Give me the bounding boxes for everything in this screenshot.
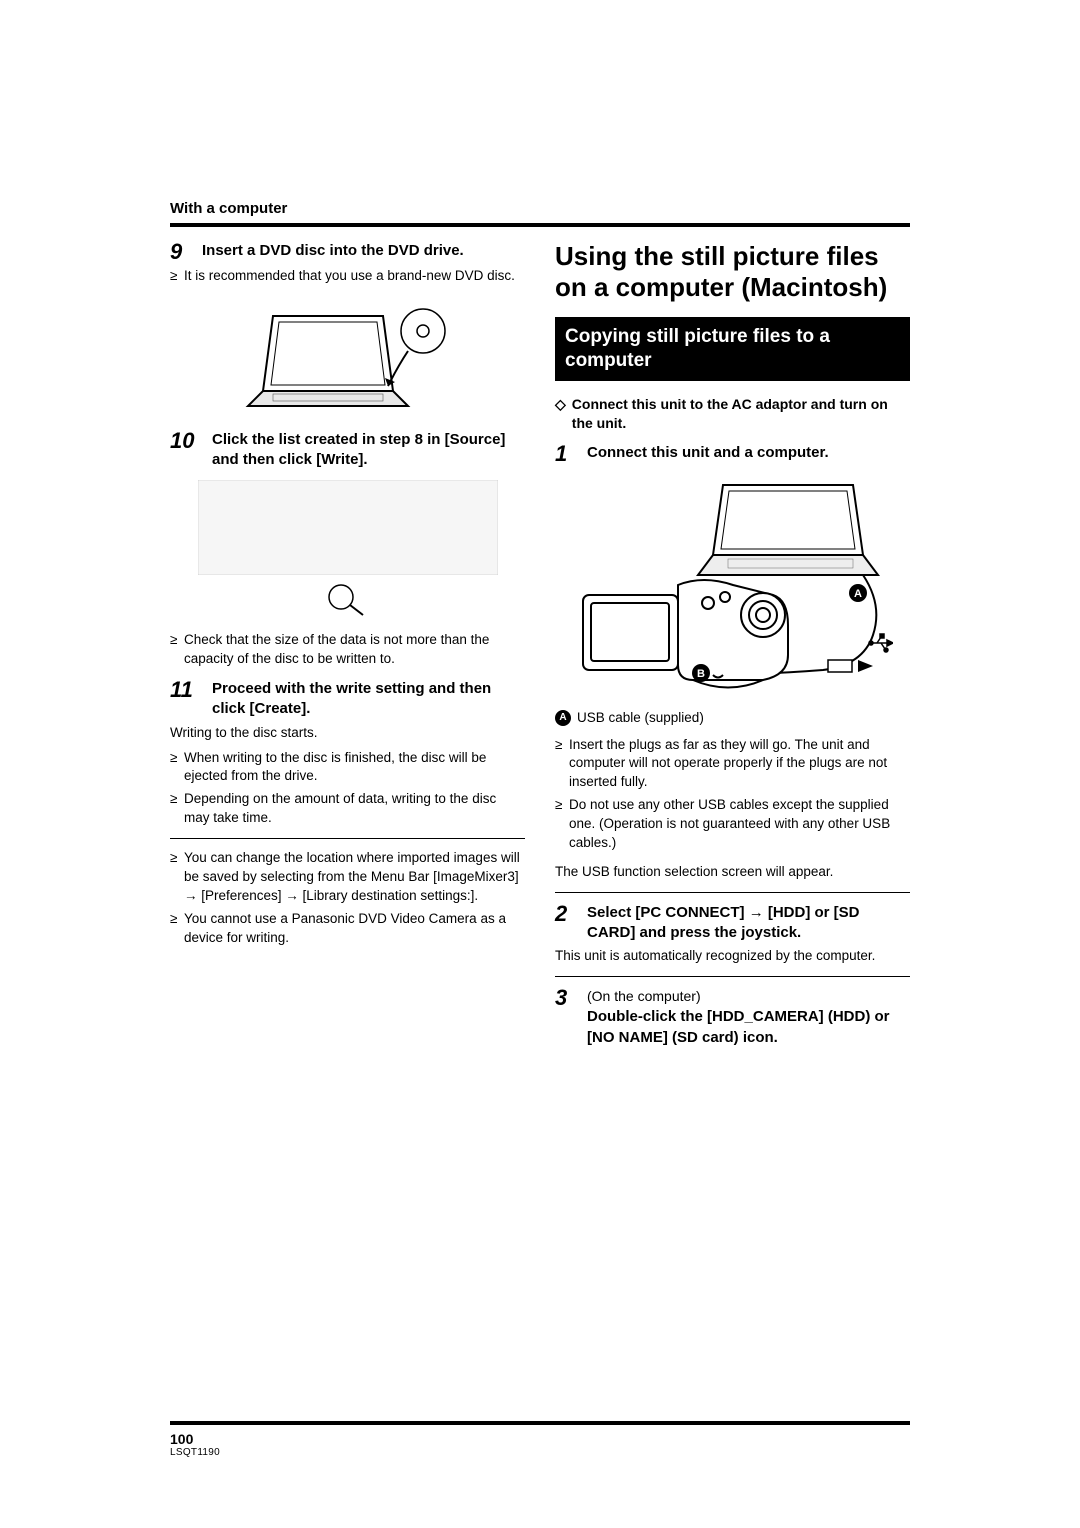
page-footer: 100 LSQT1190 [170,1421,910,1458]
step-11-number: 11 [170,679,204,701]
right-column: Using the still picture files on a compu… [555,241,910,1052]
callout-a-badge: A [555,710,571,726]
precondition: ◇ Connect this unit to the AC adaptor an… [555,395,910,433]
step-1: 1 Connect this unit and a computer. [555,443,910,465]
step-9-note-1: It is recommended that you use a brand-n… [170,267,525,286]
step-1-title: Connect this unit and a computer. [587,443,829,463]
step-2-number: 2 [555,903,579,925]
step-9-notes: It is recommended that you use a brand-n… [170,267,525,286]
step-11-bullet-1: When writing to the disc is finished, th… [170,749,525,787]
step-11-bullets-b: You can change the location where import… [170,849,525,947]
diamond-icon: ◇ [555,395,566,413]
step-11-title: Proceed with the write setting and then … [212,679,525,720]
step-1-callouts: A USB cable (supplied) [555,709,910,728]
page-number: 100 [170,1431,910,1447]
step-2-title: Select [PC CONNECT] → [HDD] or [SD CARD]… [587,903,910,944]
step-10-note-1: Check that the size of the data is not m… [170,631,525,669]
document-id: LSQT1190 [170,1447,910,1458]
top-rule [170,223,910,227]
two-column-layout: 9 Insert a DVD disc into the DVD drive. … [170,241,910,1052]
left-column: 9 Insert a DVD disc into the DVD drive. … [170,241,525,1052]
step-9-number: 9 [170,241,194,263]
step-3-title-text: Double-click the [HDD_CAMERA] (HDD) or [… [587,1008,890,1045]
step-3-paren: (On the computer) [587,988,701,1004]
divider-2 [555,976,910,977]
svg-text:A: A [854,588,862,600]
step-10-title: Click the list created in step 8 in [Sou… [212,430,525,471]
callout-a: A USB cable (supplied) [555,709,910,728]
step-2-note: This unit is automatically recognized by… [555,947,910,966]
step-11: 11 Proceed with the write setting and th… [170,679,525,720]
step-10-notes: Check that the size of the data is not m… [170,631,525,669]
step-11-bullets-a: When writing to the disc is finished, th… [170,749,525,829]
step-3-number: 3 [555,987,579,1009]
step-11-bullet-2: Depending on the amount of data, writing… [170,790,525,828]
step-11-bullet-4: You cannot use a Panasonic DVD Video Cam… [170,910,525,948]
callout-a-text: USB cable (supplied) [577,710,704,725]
main-heading: Using the still picture files on a compu… [555,241,910,303]
step-3: 3 (On the computer) Double-click the [HD… [555,987,910,1048]
section-bar: Copying still picture files to a compute… [555,317,910,381]
step-9-title: Insert a DVD disc into the DVD drive. [202,241,464,261]
step-10: 10 Click the list created in step 8 in [… [170,430,525,471]
footer-rule [170,1421,910,1425]
step-10-number: 10 [170,430,204,452]
step-11-note: Writing to the disc starts. [170,724,525,743]
precondition-text: Connect this unit to the AC adaptor and … [572,395,910,433]
write-dialog-illustration [170,480,525,617]
divider-1 [555,892,910,893]
section-label: With a computer [170,200,910,217]
step-2: 2 Select [PC CONNECT] → [HDD] or [SD CAR… [555,903,910,944]
step-1-bullet-1: Insert the plugs as far as they will go.… [555,736,910,793]
connection-illustration: A [555,475,910,695]
step-3-title: (On the computer) Double-click the [HDD_… [587,987,910,1048]
step-1-number: 1 [555,443,579,465]
laptop-disc-illustration [170,296,525,416]
step-11-bullet-3: You can change the location where import… [170,849,525,906]
step-1-bullets: Insert the plugs as far as they will go.… [555,736,910,853]
step-1-post-note: The USB function selection screen will a… [555,863,910,882]
step-1-bullet-2: Do not use any other USB cables except t… [555,796,910,853]
svg-text:B: B [697,668,705,680]
step-11-divider [170,838,525,839]
step-9: 9 Insert a DVD disc into the DVD drive. [170,241,525,263]
